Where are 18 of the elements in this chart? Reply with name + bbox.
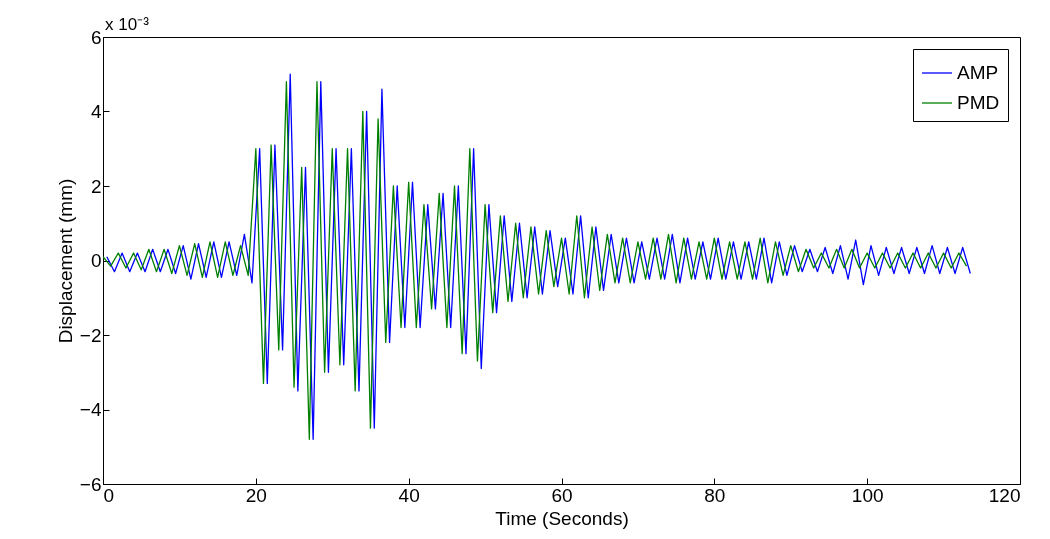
x-axis-title: Time (Seconds) xyxy=(495,507,629,529)
legend-label: PMD xyxy=(957,92,1000,113)
y-axis-title: Displacement (mm) xyxy=(54,178,76,344)
x-tick-label: 100 xyxy=(851,484,884,506)
y-tick-label: −6 xyxy=(79,473,102,495)
y-tick-label: 4 xyxy=(90,101,102,122)
legend-label: AMP xyxy=(957,62,999,83)
x-tick-label: 20 xyxy=(245,484,267,506)
x-tick-label: 120 xyxy=(988,484,1021,506)
y-tick-label: −2 xyxy=(79,324,102,346)
y-tick-label: 6 xyxy=(90,26,102,48)
y-tick-label: 2 xyxy=(90,175,102,197)
text: x 10⁻³ xyxy=(105,15,150,34)
x-tick-label: 40 xyxy=(398,484,420,506)
x-tick-label: 80 xyxy=(704,484,726,506)
y-tick-label: 0 xyxy=(90,250,102,271)
x-tick-label: 60 xyxy=(551,484,573,506)
y-tick-label: −4 xyxy=(79,399,102,420)
